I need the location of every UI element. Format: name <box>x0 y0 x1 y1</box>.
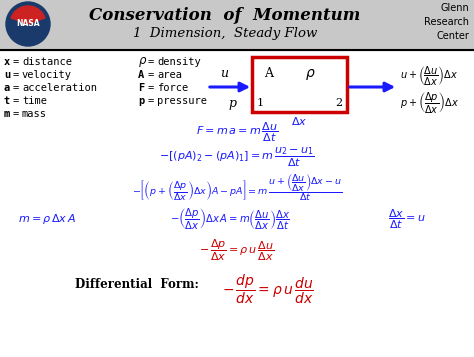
Text: Glenn
Research
Center: Glenn Research Center <box>424 3 469 41</box>
Text: x: x <box>4 57 10 67</box>
Text: =: = <box>13 57 19 67</box>
Text: $-\left[\left(p+\left(\dfrac{\Delta p}{\Delta x}\right)\Delta x\right)A-pA\right: $-\left[\left(p+\left(\dfrac{\Delta p}{\… <box>132 171 342 203</box>
Text: $p+\left(\dfrac{\Delta p}{\Delta x}\right)\Delta x$: $p+\left(\dfrac{\Delta p}{\Delta x}\righ… <box>400 90 459 116</box>
Text: 1: 1 <box>257 98 264 108</box>
Text: $m = \rho\,\Delta x\,A$: $m = \rho\,\Delta x\,A$ <box>18 212 76 226</box>
Text: =: = <box>13 109 19 119</box>
Text: u: u <box>4 70 10 80</box>
Text: m: m <box>4 109 10 119</box>
Text: 2: 2 <box>335 98 342 108</box>
Text: $\rho$: $\rho$ <box>138 55 147 69</box>
Text: $-\,\dfrac{dp}{dx}=\rho\,u\,\dfrac{du}{dx}$: $-\,\dfrac{dp}{dx}=\rho\,u\,\dfrac{du}{d… <box>222 272 314 306</box>
Text: NASA: NASA <box>16 20 40 29</box>
Text: pressure: pressure <box>157 96 207 106</box>
Text: a: a <box>4 83 10 93</box>
Text: =: = <box>148 70 154 80</box>
Text: 1  Dimension,  Steady Flow: 1 Dimension, Steady Flow <box>133 27 317 40</box>
Text: =: = <box>13 96 19 106</box>
Text: area: area <box>157 70 182 80</box>
Text: time: time <box>22 96 47 106</box>
Text: =: = <box>148 83 154 93</box>
Text: $-\left[(pA)_{2}-(pA)_{1}\right] = m\,\dfrac{u_{2}-u_{1}}{\Delta t}$: $-\left[(pA)_{2}-(pA)_{1}\right] = m\,\d… <box>159 145 315 169</box>
Text: Conservation  of  Momentum: Conservation of Momentum <box>89 7 361 25</box>
Text: $u+\left(\dfrac{\Delta u}{\Delta x}\right)\Delta x$: $u+\left(\dfrac{\Delta u}{\Delta x}\righ… <box>400 65 458 87</box>
Text: u: u <box>220 67 228 80</box>
Text: density: density <box>157 57 201 67</box>
Text: distance: distance <box>22 57 72 67</box>
Text: mass: mass <box>22 109 47 119</box>
Text: =: = <box>13 83 19 93</box>
Text: =: = <box>148 96 154 106</box>
Text: p: p <box>138 96 144 106</box>
Text: $\dfrac{\Delta x}{\Delta t}=u$: $\dfrac{\Delta x}{\Delta t}=u$ <box>388 207 426 231</box>
Text: acceleration: acceleration <box>22 83 97 93</box>
Text: =: = <box>148 57 154 67</box>
Text: velocity: velocity <box>22 70 72 80</box>
Text: A: A <box>138 70 144 80</box>
Text: force: force <box>157 83 188 93</box>
Text: p: p <box>228 97 236 111</box>
Text: $\Delta x$: $\Delta x$ <box>291 115 307 127</box>
Bar <box>252 57 347 112</box>
Text: =: = <box>13 70 19 80</box>
Wedge shape <box>11 6 45 24</box>
Text: Differential  Form:: Differential Form: <box>75 278 199 292</box>
Text: F: F <box>138 83 144 93</box>
Text: t: t <box>4 96 10 106</box>
Circle shape <box>6 2 50 46</box>
Text: $\rho$: $\rho$ <box>305 67 315 82</box>
Bar <box>0 0 474 50</box>
Text: $-\,\dfrac{\Delta p}{\Delta x}=\rho\,u\,\dfrac{\Delta u}{\Delta x}$: $-\,\dfrac{\Delta p}{\Delta x}=\rho\,u\,… <box>200 237 274 263</box>
Text: $F = m\,a = m\,\dfrac{\Delta u}{\Delta t}$: $F = m\,a = m\,\dfrac{\Delta u}{\Delta t… <box>196 120 278 144</box>
Text: A: A <box>264 67 273 80</box>
Text: $-\left(\dfrac{\Delta p}{\Delta x}\right)\Delta x\,A=m\left(\dfrac{\Delta u}{\De: $-\left(\dfrac{\Delta p}{\Delta x}\right… <box>170 206 290 232</box>
